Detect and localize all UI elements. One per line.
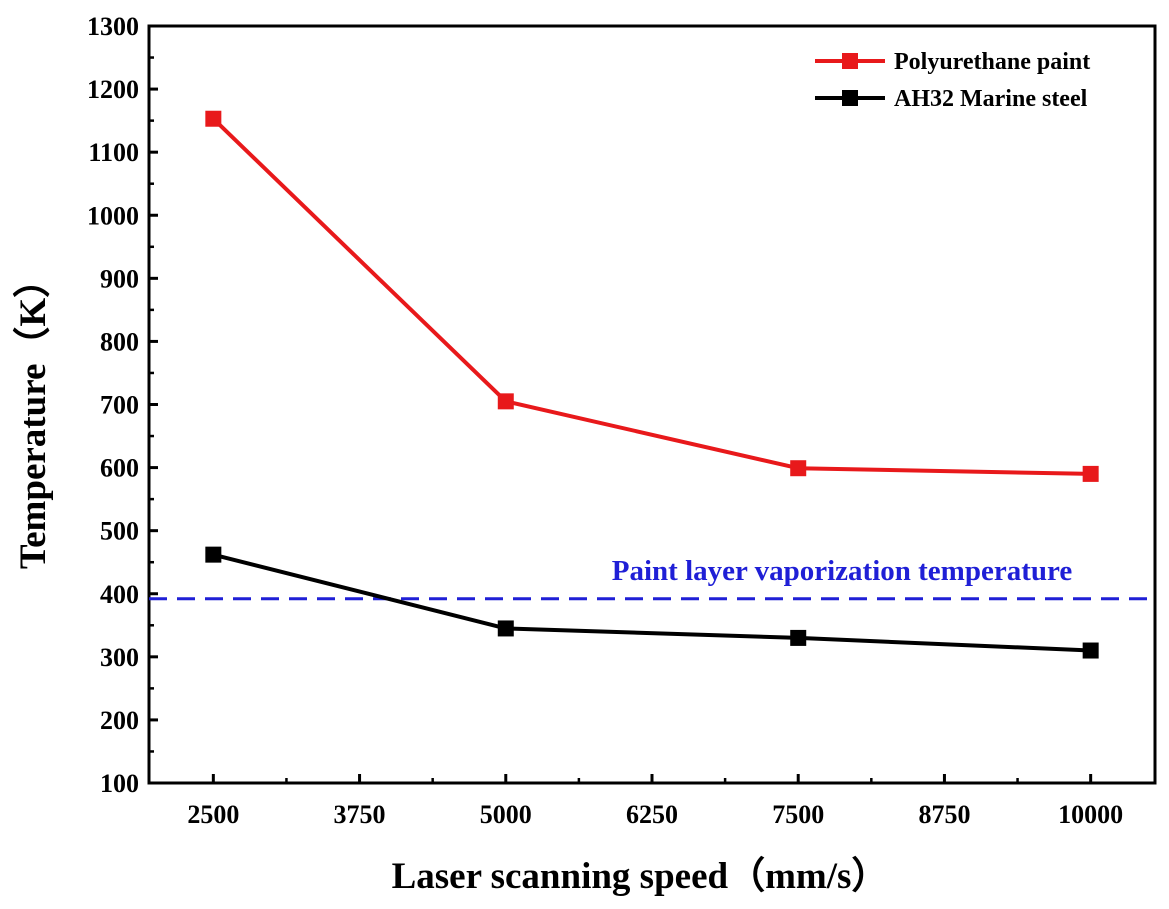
y-tick-label: 300 xyxy=(100,643,139,672)
x-tick-label: 7500 xyxy=(772,800,824,829)
plot-frame xyxy=(147,24,1157,785)
x-tick-label: 2500 xyxy=(187,800,239,829)
y-axis-title: Temperature（K） xyxy=(12,261,54,569)
data-point-polyurethane-paint xyxy=(497,393,514,410)
legend-label: AH32 Marine steel xyxy=(894,86,1088,112)
x-tick-label: 3750 xyxy=(334,800,386,829)
y-tick-label: 800 xyxy=(100,327,139,356)
data-point-ah32-marine-steel xyxy=(1082,642,1099,659)
y-tick-label: 1100 xyxy=(88,138,139,167)
series-line-polyurethane-paint xyxy=(211,117,1091,476)
y-tick-label: 600 xyxy=(100,454,139,483)
data-point-ah32-marine-steel xyxy=(205,546,222,563)
x-axis-title: Laser scanning speed（mm/s） xyxy=(392,855,889,897)
y-tick-label: 700 xyxy=(100,391,139,420)
x-tick-label: 8750 xyxy=(918,800,970,829)
y-tick-label: 100 xyxy=(100,769,139,798)
y-tick-label: 200 xyxy=(100,706,139,735)
y-tick-label: 1000 xyxy=(87,201,139,230)
series-line-ah32-marine-steel xyxy=(212,552,1091,653)
y-tick-label: 400 xyxy=(100,580,139,609)
data-point-polyurethane-paint xyxy=(1082,465,1099,482)
data-point-polyurethane-paint xyxy=(205,110,222,127)
legend-swatch-marker xyxy=(842,90,858,106)
y-tick-label: 500 xyxy=(100,517,139,546)
x-tick-label: 10000 xyxy=(1058,800,1123,829)
x-tick-label: 5000 xyxy=(480,800,532,829)
x-tick-label: 6250 xyxy=(626,800,678,829)
data-point-ah32-marine-steel xyxy=(790,629,807,646)
vaporization-reference-label: Paint layer vaporization temperature xyxy=(612,555,1073,587)
legend-swatch-marker xyxy=(842,53,858,69)
data-point-ah32-marine-steel xyxy=(497,620,514,637)
legend-label: Polyurethane paint xyxy=(894,49,1090,75)
y-tick-label: 900 xyxy=(100,264,139,293)
y-tick-label: 1300 xyxy=(87,12,139,41)
data-point-polyurethane-paint xyxy=(790,460,807,477)
y-tick-label: 1200 xyxy=(87,75,139,104)
